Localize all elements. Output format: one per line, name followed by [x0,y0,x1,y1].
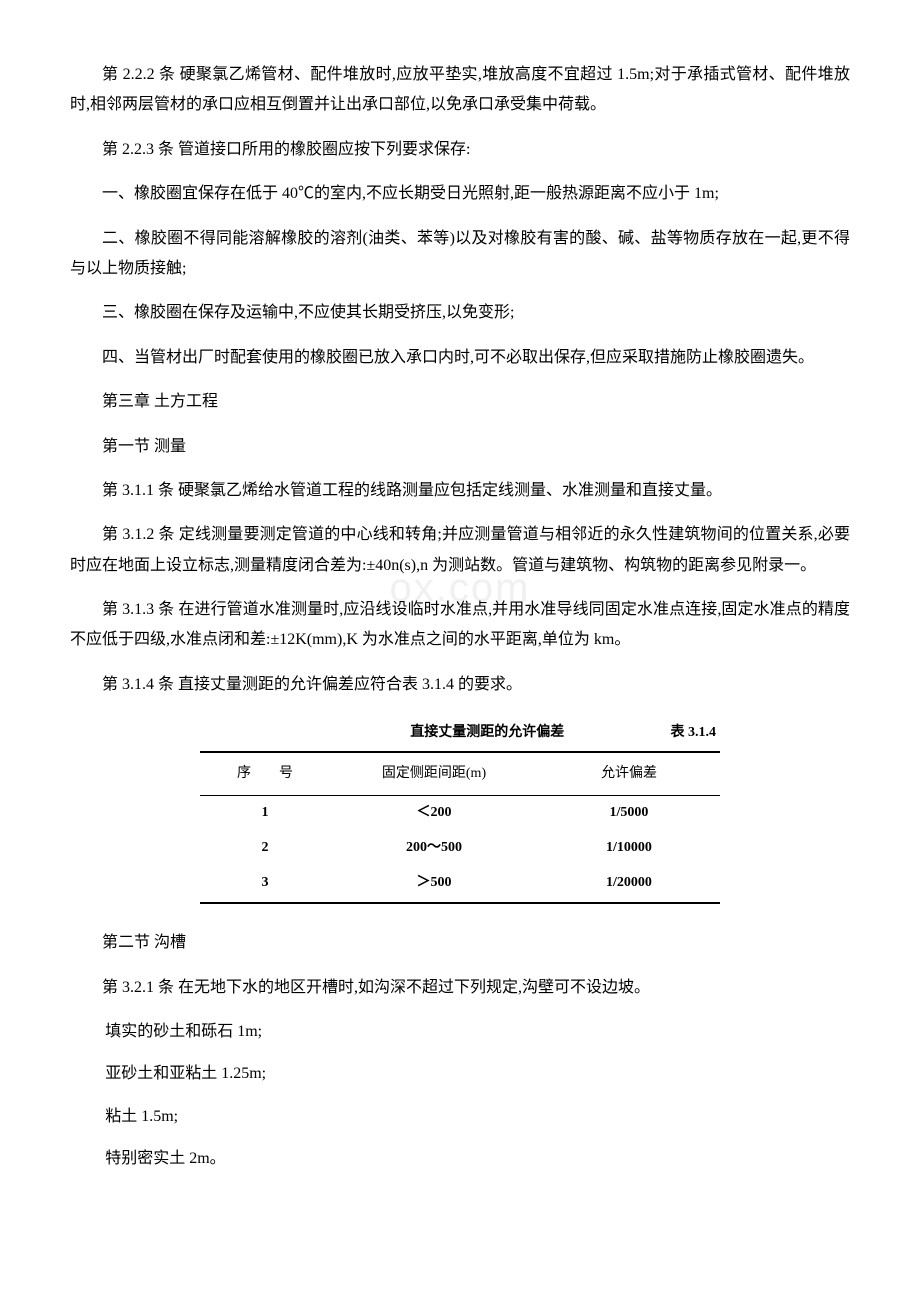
table-cell-seq: 1 [200,796,330,831]
table-cell-seq: 3 [200,866,330,904]
paragraph-item-3: 三、橡胶圈在保存及运输中,不应使其长期受挤压,以免变形; [70,298,850,328]
paragraph-3-1-4: 第 3.1.4 条 直接丈量测距的允许偏差应符合表 3.1.4 的要求。 [70,670,850,700]
table-title-row: 直接丈量测距的允许偏差 表 3.1.4 [200,720,720,747]
table-header-seq: 序号 [200,752,330,796]
table-title-right: 表 3.1.4 [671,720,717,747]
paragraph-item-1: 一、橡胶圈宜保存在低于 40℃的室内,不应长期受日光照射,距一般热源距离不应小于… [70,179,850,209]
table-row: 1 ＜200 1/5000 [200,796,720,831]
table-row: 3 ＞500 1/20000 [200,866,720,904]
paragraph-item-2: 二、橡胶圈不得同能溶解橡胶的溶剂(油类、苯等)以及对橡胶有害的酸、碱、盐等物质存… [70,224,850,285]
table-cell-tolerance: 1/10000 [538,831,720,866]
paragraph-3-2-1: 第 3.2.1 条 在无地下水的地区开槽时,如沟深不超过下列规定,沟壁可不设边坡… [70,973,850,1003]
table-row: 2 200～500 1/10000 [200,831,720,866]
table-cell-seq: 2 [200,831,330,866]
table-cell-range: ＞500 [330,866,538,904]
soil-item-4: 特别密实土 2m。 [70,1144,850,1174]
table-cell-range: ＜200 [330,796,538,831]
paragraph-item-4: 四、当管材出厂时配套使用的橡胶圈已放入承口内时,可不必取出保存,但应采取措施防止… [70,343,850,373]
table-header-range: 固定侧距间距(m) [330,752,538,796]
paragraph-3-1-3: 第 3.1.3 条 在进行管道水准测量时,应沿线设临时水准点,并用水准导线同固定… [70,595,850,656]
table-cell-tolerance: 1/20000 [538,866,720,904]
section-2-heading: 第二节 沟槽 [70,928,850,958]
chapter-3-heading: 第三章 土方工程 [70,387,850,417]
table-header-row: 序号 固定侧距间距(m) 允许偏差 [200,752,720,796]
paragraph-3-1-2: 第 3.1.2 条 定线测量要测定管道的中心线和转角;并应测量管道与相邻近的永久… [70,520,850,581]
soil-item-2: 亚砂土和亚粘土 1.25m; [70,1059,850,1089]
table-header-tolerance: 允许偏差 [538,752,720,796]
table-cell-range: 200～500 [330,831,538,866]
soil-item-1: 填实的砂土和砾石 1m; [70,1017,850,1047]
table-title-center: 直接丈量测距的允许偏差 [204,720,671,747]
paragraph-2-2-2: 第 2.2.2 条 硬聚氯乙烯管材、配件堆放时,应放平垫实,堆放高度不宜超过 1… [70,60,850,121]
section-1-heading: 第一节 测量 [70,432,850,462]
table-cell-tolerance: 1/5000 [538,796,720,831]
tolerance-table: 序号 固定侧距间距(m) 允许偏差 1 ＜200 1/5000 2 200～50… [200,751,720,904]
table-3-1-4: 直接丈量测距的允许偏差 表 3.1.4 序号 固定侧距间距(m) 允许偏差 1 … [200,720,720,904]
paragraph-2-2-3: 第 2.2.3 条 管道接口所用的橡胶圈应按下列要求保存: [70,135,850,165]
paragraph-3-1-1: 第 3.1.1 条 硬聚氯乙烯给水管道工程的线路测量应包括定线测量、水准测量和直… [70,476,850,506]
soil-item-3: 粘土 1.5m; [70,1102,850,1132]
